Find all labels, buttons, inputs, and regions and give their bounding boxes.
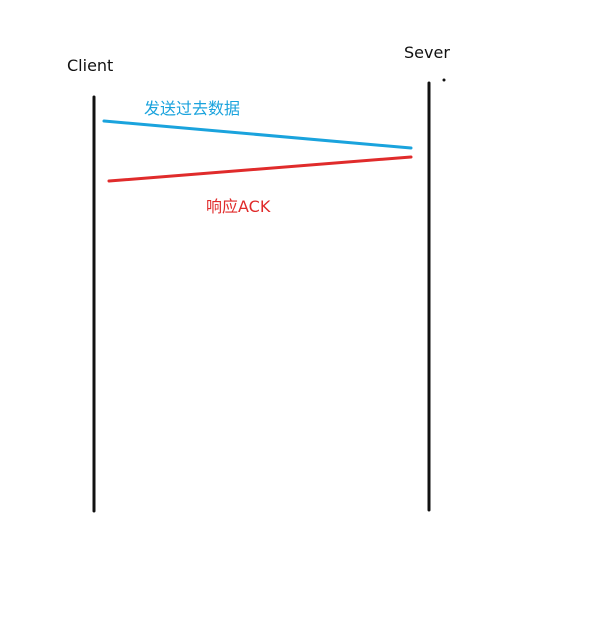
ack-message-line	[107, 155, 413, 183]
send-message-line	[102, 119, 413, 150]
stray-dot	[442, 78, 446, 82]
send-message-label: 发送过去数据	[144, 99, 241, 118]
server-label: Sever	[404, 43, 450, 62]
client-label: Client	[67, 56, 114, 75]
ack-message-label: 响应ACK	[206, 197, 271, 216]
